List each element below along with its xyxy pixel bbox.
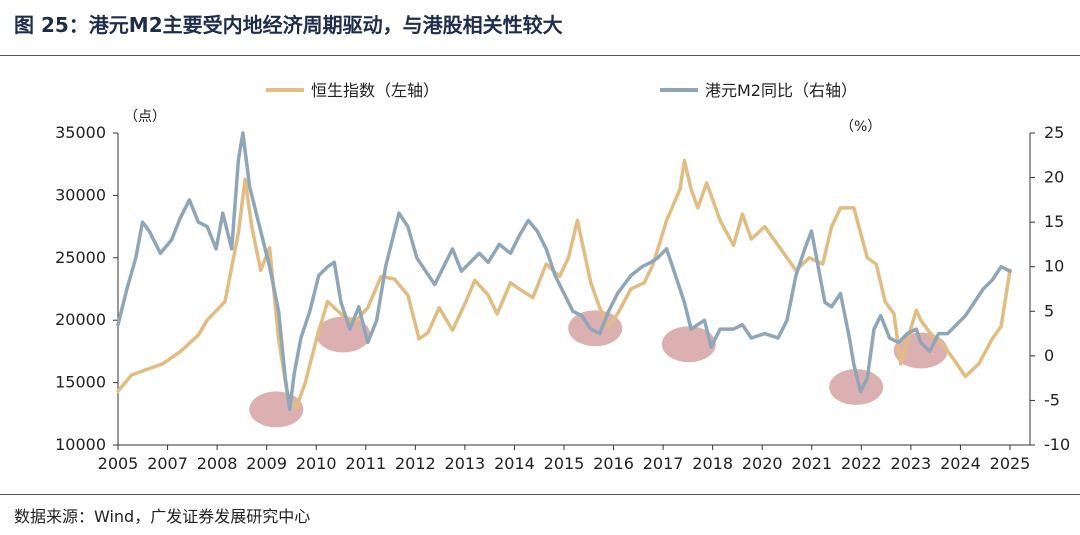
x-tick-label: 2012 (395, 454, 436, 473)
highlight-circle (661, 326, 716, 363)
x-tick-label: 2024 (940, 454, 981, 473)
right-tick-label: 25 (1044, 123, 1064, 142)
x-tick-label: 2005 (98, 454, 139, 473)
x-tick-label: 2022 (841, 454, 882, 473)
right-tick-label: 20 (1044, 168, 1064, 187)
left-tick-label: 30000 (55, 185, 106, 204)
right-tick-label: 0 (1044, 346, 1054, 365)
left-tick-label: 15000 (55, 373, 106, 392)
legend-label-m2: 港元M2同比（右轴） (705, 81, 857, 100)
x-tick-label: 2008 (197, 454, 238, 473)
x-tick-label: 2023 (891, 454, 932, 473)
x-tick-label: 2017 (643, 454, 684, 473)
top-rule (0, 55, 1080, 56)
right-tick-label: -5 (1044, 390, 1060, 409)
left-axis-unit: （点） (124, 109, 166, 125)
figure-title: 图 25：港元M2主要受内地经济周期驱动，与港股相关性较大 (14, 13, 563, 37)
right-tick-label: 10 (1044, 257, 1064, 276)
highlight-circle (316, 316, 371, 353)
left-tick-label: 35000 (55, 123, 106, 142)
x-tick-label: 2015 (544, 454, 585, 473)
right-tick-label: 5 (1044, 301, 1054, 320)
x-tick-label: 2009 (246, 454, 287, 473)
highlight-circle (249, 391, 304, 428)
chart: 恒生指数（左轴） 港元M2同比（右轴） （点） （%） 10000 15000 20… (55, 81, 1070, 473)
x-tick-label: 2025 (990, 454, 1031, 473)
series-lines (116, 131, 1012, 412)
left-tick-label: 20000 (55, 310, 106, 329)
bottom-rule (0, 494, 1080, 495)
series-line-m2 (116, 131, 1012, 412)
legend-label-hsi: 恒生指数（左轴） (311, 81, 439, 100)
x-tick-label: 2007 (147, 454, 188, 473)
highlight-circle (829, 369, 884, 406)
x-tick-label: 2011 (345, 454, 386, 473)
x-tick-label: 2018 (692, 454, 733, 473)
right-tick-label: -10 (1044, 435, 1070, 454)
x-tick-label: 2013 (445, 454, 486, 473)
x-tick-label: 2020 (742, 454, 783, 473)
x-tick-label: 2014 (494, 454, 535, 473)
right-tick-label: 15 (1044, 212, 1064, 231)
highlight-circles (249, 310, 948, 428)
highlight-circle (568, 310, 623, 347)
axes: 10000 15000 20000 25000 30000 35000 -10 -5 0 5 10 1… (55, 123, 1070, 473)
right-axis-unit: （%） (840, 119, 881, 135)
source-note: 数据来源：Wind，广发证券发展研究中心 (14, 507, 311, 526)
x-tick-label: 2021 (791, 454, 832, 473)
x-tick-label: 2010 (296, 454, 337, 473)
x-tick-label: 2016 (593, 454, 634, 473)
left-tick-label: 10000 (55, 435, 106, 454)
legend: 恒生指数（左轴） 港元M2同比（右轴） (266, 81, 857, 100)
left-tick-label: 25000 (55, 248, 106, 267)
